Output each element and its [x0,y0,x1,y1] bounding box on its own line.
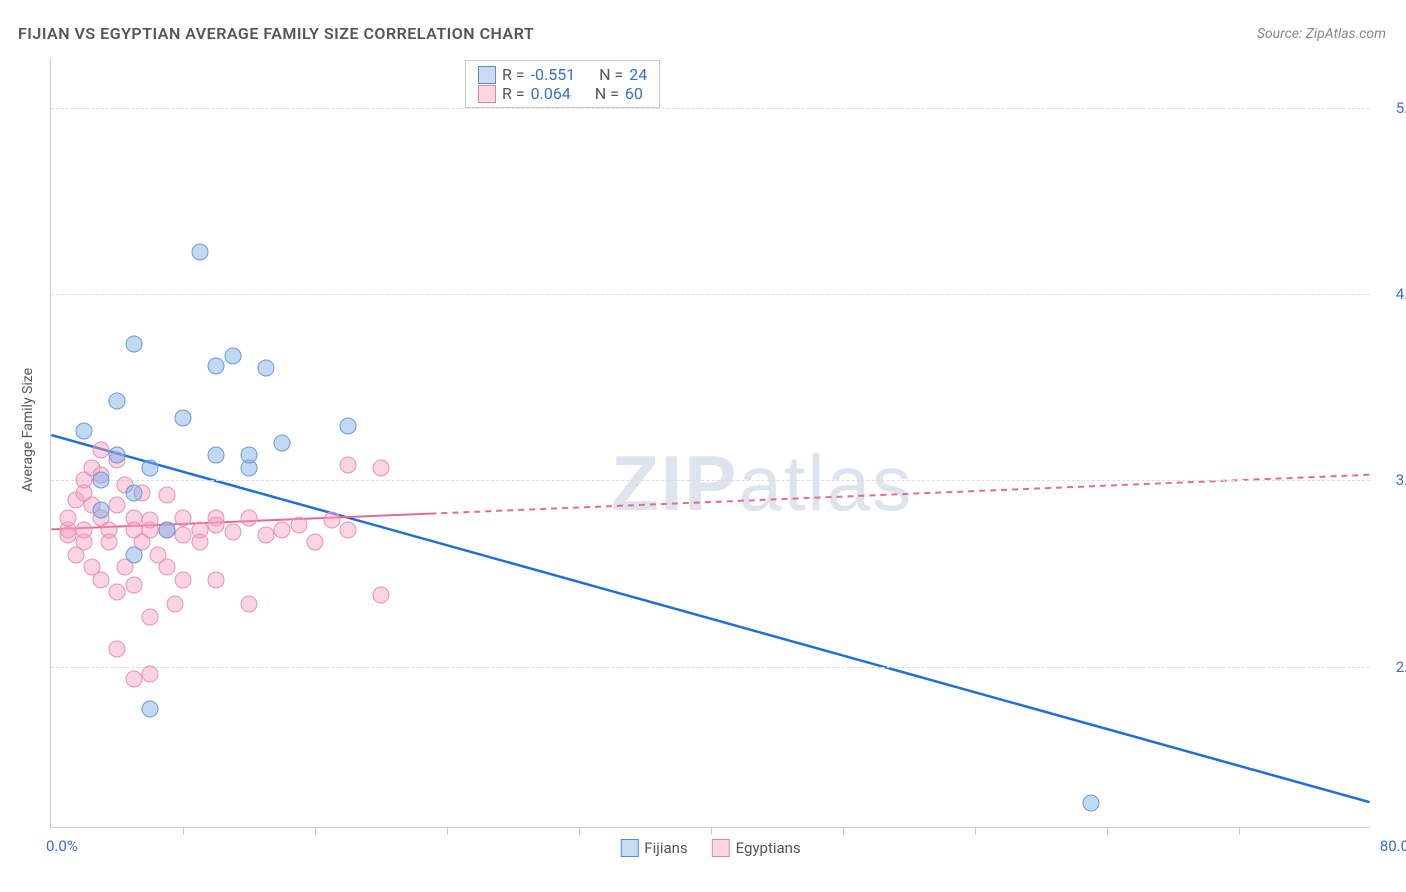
x-tick [1239,827,1240,835]
x-tick [183,827,184,835]
data-point [191,534,208,551]
data-point [109,447,126,464]
data-point [208,516,225,533]
data-point [125,576,142,593]
plot-area: ZIPatlas R = -0.551 N = 24 R = 0.064 N =… [50,58,1370,828]
data-point [373,459,390,476]
data-point [59,526,76,543]
data-point [100,534,117,551]
data-point [92,442,109,459]
data-point [307,534,324,551]
swatch-icon [712,839,730,857]
data-point [290,516,307,533]
data-point [109,641,126,658]
data-point [274,521,291,538]
data-point [76,534,93,551]
data-point [76,422,93,439]
data-point [142,608,159,625]
data-point [142,459,159,476]
trend-lines [51,58,1370,827]
chart-title: FIJIAN VS EGYPTIAN AVERAGE FAMILY SIZE C… [18,24,534,43]
data-point [340,457,357,474]
y-tick-label: 4.25 [1396,285,1406,303]
data-point [125,484,142,501]
data-point [125,546,142,563]
swatch-icon [478,85,496,103]
data-point [92,502,109,519]
bottom-legend: Fijians Egyptians [620,839,800,857]
data-point [224,524,241,541]
x-tick [843,827,844,835]
data-point [175,509,192,526]
source-attribution: Source: ZipAtlas.com [1257,26,1386,42]
data-point [142,700,159,717]
data-point [92,472,109,489]
y-tick-label: 5.00 [1396,99,1406,117]
x-tick [1107,827,1108,835]
data-point [373,586,390,603]
data-point [158,521,175,538]
data-point [166,596,183,613]
data-point [109,497,126,514]
data-point [340,521,357,538]
data-point [175,410,192,427]
data-point [224,348,241,365]
data-point [274,435,291,452]
data-point [323,512,340,529]
stats-row-fijians: R = -0.551 N = 24 [478,65,647,84]
data-point [241,447,258,464]
data-point [158,559,175,576]
x-tick [711,827,712,835]
y-tick-label: 3.50 [1396,471,1406,489]
gridline [51,294,1370,295]
gridline [51,667,1370,668]
data-point [175,571,192,588]
data-point [208,358,225,375]
data-point [241,509,258,526]
data-point [257,360,274,377]
data-point [1082,795,1099,812]
data-point [142,666,159,683]
data-point [191,243,208,260]
data-point [125,335,142,352]
data-point [109,392,126,409]
data-point [175,526,192,543]
legend-item-egyptians: Egyptians [712,839,801,857]
watermark: ZIPatlas [611,438,913,529]
x-max-label: 80.0% [1380,837,1406,855]
y-axis-label: Average Family Size [20,368,36,492]
data-point [125,670,142,687]
data-point [208,571,225,588]
data-point [241,596,258,613]
stats-row-egyptians: R = 0.064 N = 60 [478,84,647,103]
x-tick [579,827,580,835]
data-point [158,487,175,504]
swatch-icon [620,839,638,857]
gridline [51,480,1370,481]
x-min-label: 0.0% [46,837,78,855]
x-tick [315,827,316,835]
y-tick-label: 2.75 [1396,658,1406,676]
x-tick [975,827,976,835]
trend-line-solid [51,435,1369,802]
x-tick [447,827,448,835]
stats-legend-box: R = -0.551 N = 24 R = 0.064 N = 60 [465,60,660,108]
data-point [92,571,109,588]
data-point [257,526,274,543]
data-point [208,447,225,464]
legend-item-fijians: Fijians [620,839,687,857]
gridline [51,108,1370,109]
data-point [142,512,159,529]
data-point [109,584,126,601]
swatch-icon [478,66,496,84]
data-point [59,509,76,526]
data-point [340,417,357,434]
